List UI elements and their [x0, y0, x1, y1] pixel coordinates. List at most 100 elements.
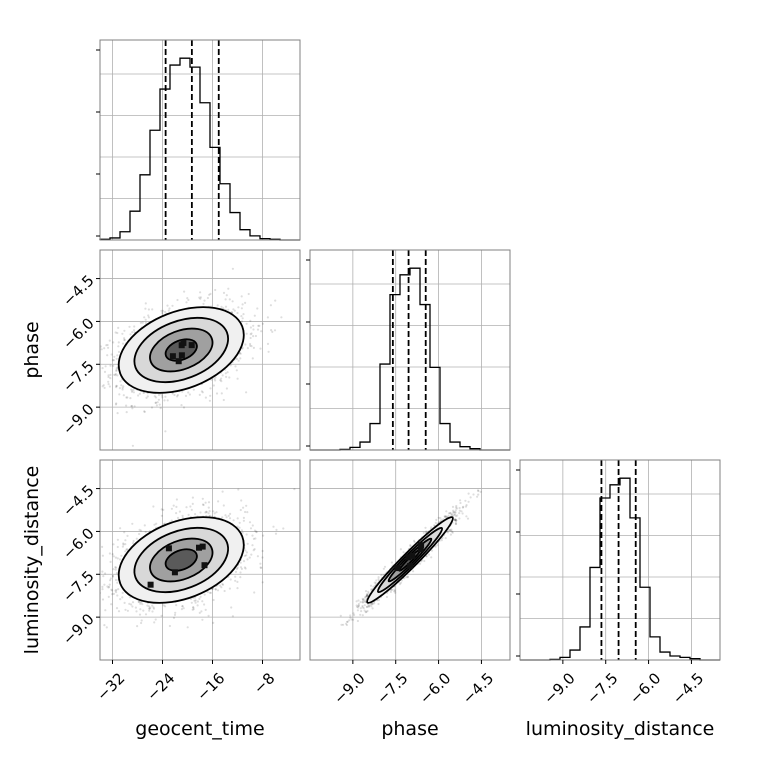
- sample-point: [239, 352, 242, 355]
- sample-point: [147, 316, 150, 319]
- sample-point: [244, 549, 247, 552]
- sample-point: [203, 593, 206, 596]
- sample-point: [187, 391, 190, 394]
- sample-point: [113, 373, 116, 376]
- sample-point: [115, 384, 118, 388]
- sample-point: [138, 392, 141, 395]
- scatter-panel-geocent_time-phase: [99, 249, 301, 451]
- sample-point: [121, 342, 125, 345]
- sample-point: [130, 603, 133, 606]
- sample-point: [199, 595, 202, 598]
- sample-point: [120, 384, 123, 387]
- sample-point: [236, 566, 239, 569]
- sample-point: [205, 510, 208, 513]
- sample-point: [108, 385, 111, 388]
- sample-point: [116, 331, 119, 335]
- sample-point: [120, 554, 123, 557]
- sample-point: [114, 556, 117, 559]
- sample-point: [168, 624, 171, 628]
- sample-point: [433, 524, 436, 527]
- sample-point: [250, 553, 253, 556]
- sample-point: [139, 602, 142, 605]
- sample-point: [192, 608, 195, 611]
- sample-point: [239, 576, 242, 579]
- sample-point: [346, 620, 349, 623]
- sample-point: [119, 527, 122, 530]
- sample-point: [216, 589, 220, 592]
- sample-point: [109, 560, 112, 564]
- sample-point: [212, 510, 215, 513]
- sample-point: [131, 605, 134, 608]
- sample-point: [445, 510, 448, 513]
- sample-point: [199, 297, 202, 300]
- sample-point: [242, 560, 246, 563]
- sample-point: [240, 320, 243, 323]
- sample-point: [114, 589, 117, 592]
- sample-point: [454, 509, 457, 512]
- sample-point: [245, 332, 248, 335]
- sample-point: [147, 314, 150, 317]
- sample-point: [225, 387, 228, 390]
- sample-point: [220, 380, 223, 383]
- sample-point: [244, 343, 247, 346]
- sample-point: [152, 606, 155, 609]
- sample-point: [150, 406, 154, 409]
- sample-point: [453, 519, 457, 522]
- sample-point: [162, 508, 165, 511]
- sample-point: [171, 304, 174, 307]
- sample-point: [251, 357, 254, 360]
- sample-point: [117, 341, 120, 344]
- sample-point: [449, 533, 452, 536]
- sample-point: [280, 316, 283, 319]
- sample-point: [134, 606, 137, 609]
- sample-point: [345, 623, 348, 627]
- sample-point: [164, 430, 167, 433]
- sample-point: [225, 294, 228, 297]
- sample-point: [124, 550, 127, 553]
- sample-point: [118, 387, 121, 390]
- sample-point: [412, 570, 415, 573]
- sample-point: [260, 330, 263, 333]
- sample-point: [235, 567, 239, 571]
- sample-point: [126, 548, 129, 551]
- sample-point: [399, 581, 403, 584]
- sample-point: [160, 614, 163, 617]
- sample-point: [109, 364, 112, 367]
- sample-point: [103, 347, 106, 350]
- sample-point: [245, 504, 248, 507]
- sample-point: [144, 318, 147, 321]
- sample-point: [143, 316, 146, 319]
- sample-point: [123, 339, 126, 342]
- sample-point: [204, 608, 207, 612]
- sample-point: [196, 600, 199, 603]
- sample-point: [106, 354, 109, 357]
- sample-point: [245, 391, 248, 394]
- sample-point: [228, 298, 231, 301]
- sample-point: [236, 517, 239, 520]
- sample-point: [261, 549, 264, 553]
- sample-point: [117, 610, 121, 613]
- sample-point: [115, 572, 118, 575]
- density-peak: [178, 352, 185, 359]
- sample-point: [240, 567, 243, 571]
- sample-point: [215, 511, 218, 514]
- sample-point: [238, 526, 241, 529]
- sample-point: [253, 591, 256, 594]
- sample-point: [125, 404, 128, 407]
- sample-point: [131, 407, 134, 410]
- sample-point: [104, 572, 107, 575]
- sample-point: [214, 588, 217, 591]
- sample-point: [130, 405, 133, 408]
- sample-point: [112, 555, 115, 558]
- sample-point: [154, 396, 157, 399]
- sample-point: [266, 342, 270, 345]
- sample-point: [455, 507, 459, 510]
- sample-point: [132, 329, 136, 332]
- sample-point: [97, 604, 99, 606]
- sample-point: [112, 568, 115, 571]
- sample-point: [121, 591, 124, 595]
- sample-point: [199, 296, 202, 299]
- sample-point: [160, 309, 163, 312]
- sample-point: [250, 332, 253, 335]
- sample-point: [104, 365, 107, 368]
